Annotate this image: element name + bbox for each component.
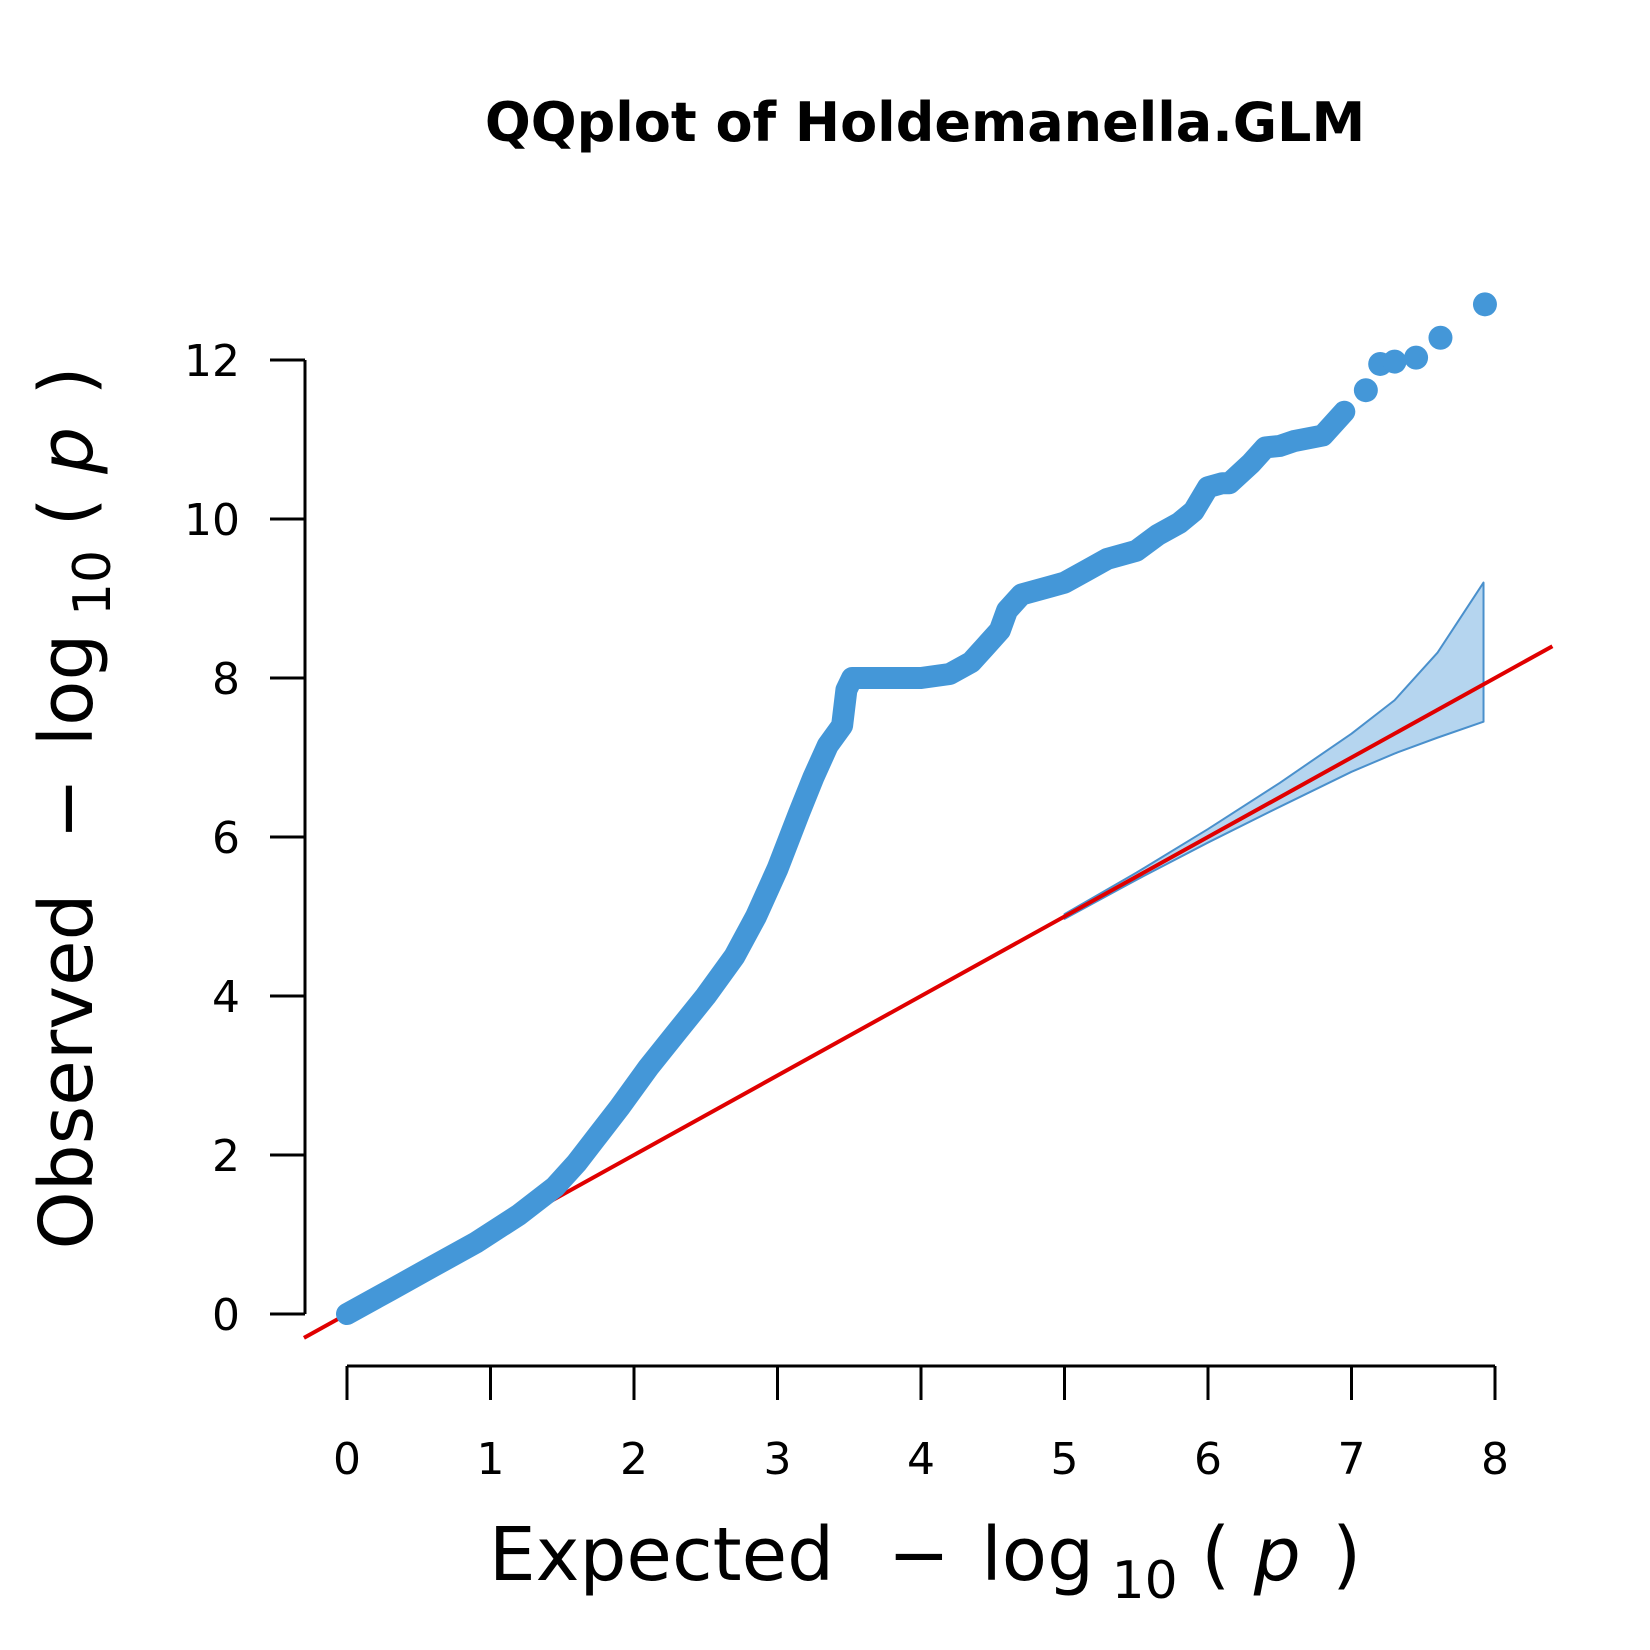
x-axis-label-var: p — [1253, 1512, 1301, 1598]
y-axis-label-base: 10 — [63, 550, 123, 616]
y-tick-label: 2 — [212, 1131, 240, 1182]
y-tick-label: 4 — [212, 972, 240, 1023]
observed-point — [1353, 378, 1378, 403]
y-axis-label: Observed − log 10 ( p ) — [24, 367, 128, 1250]
x-tick-label: 5 — [1051, 1434, 1079, 1485]
x-tick-label: 6 — [1194, 1434, 1222, 1485]
chart-title: QQplot of Holdemanella.GLM — [485, 91, 1365, 154]
y-axis-label-open: ( — [24, 497, 110, 526]
y-tick-label: 6 — [212, 813, 240, 864]
y-axis-label-var: p — [24, 427, 110, 475]
observed-point — [1382, 349, 1407, 374]
x-tick-label: 1 — [477, 1434, 505, 1485]
x-tick-label: 3 — [764, 1434, 792, 1485]
x-axis-label: Expected − log 10 ( p ) — [489, 1512, 1361, 1616]
y-tick-label: 0 — [212, 1290, 240, 1341]
x-axis-label-close: ) — [1332, 1512, 1361, 1598]
x-tick-label: 4 — [907, 1434, 935, 1485]
confidence-band — [1063, 581, 1485, 920]
x-axis-label-prefix: Expected — [489, 1512, 834, 1598]
observed-point — [1472, 292, 1497, 317]
x-tick-label: 2 — [620, 1434, 648, 1485]
y-axis-label-close: ) — [24, 367, 110, 396]
y-axis: 0 2 4 6 8 10 12 — [184, 336, 307, 1341]
y-axis-label-minus: − — [24, 778, 110, 840]
y-axis-label-log: log — [24, 634, 110, 747]
x-tick-label: 7 — [1338, 1434, 1366, 1485]
observed-points-dense — [336, 400, 1356, 1325]
x-axis-label-open: ( — [1201, 1512, 1230, 1598]
observed-point — [1404, 345, 1429, 370]
x-axis-label-log: log — [981, 1512, 1094, 1598]
y-tick-label: 12 — [184, 336, 240, 387]
y-tick-label: 8 — [212, 654, 240, 705]
observed-points — [336, 292, 1497, 1325]
x-axis-label-minus: − — [888, 1512, 950, 1598]
x-tick-label: 8 — [1481, 1434, 1509, 1485]
y-axis-label-prefix: Observed — [24, 893, 110, 1249]
confidence-band-area — [1063, 581, 1485, 920]
x-axis: 0 1 2 3 4 5 6 7 8 — [333, 1364, 1509, 1485]
x-axis-label-base: 10 — [1112, 1551, 1178, 1611]
x-tick-label: 0 — [333, 1434, 361, 1485]
y-tick-label: 10 — [184, 495, 240, 546]
observed-point — [1428, 325, 1453, 350]
